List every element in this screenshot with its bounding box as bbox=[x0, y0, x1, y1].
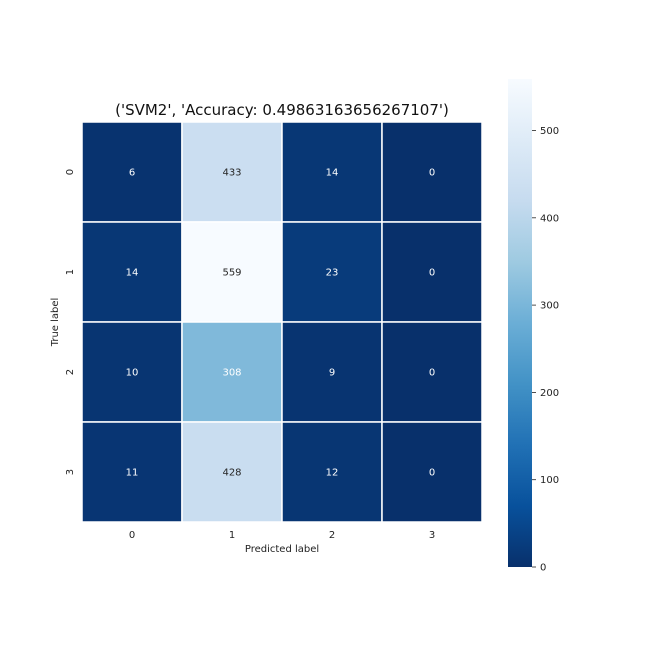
heatmap-cell bbox=[381, 221, 483, 323]
heatmap-cell bbox=[381, 421, 483, 523]
colorbar-tick-label: 0 bbox=[540, 563, 546, 574]
cell-value-label: 308 bbox=[222, 368, 241, 379]
heatmap-cell bbox=[181, 121, 283, 223]
colorbar-tick-label: 400 bbox=[540, 213, 559, 224]
colorbar: 0 100 200 300 400 500 bbox=[508, 79, 559, 574]
colorbar-tick-label: 100 bbox=[540, 475, 559, 486]
x-tick-label: 1 bbox=[229, 530, 235, 541]
cell-value-label: 0 bbox=[429, 268, 435, 279]
x-axis-label: Predicted label bbox=[245, 544, 319, 555]
cell-value-label: 559 bbox=[222, 268, 241, 279]
cell-value-label: 23 bbox=[326, 268, 339, 279]
y-tick-label: 1 bbox=[65, 269, 76, 275]
colorbar-tick-label: 300 bbox=[540, 301, 559, 312]
x-tick-label: 3 bbox=[429, 530, 435, 541]
chart-title: ('SVM2', 'Accuracy: 0.49863163656267107'… bbox=[115, 101, 449, 119]
cell-value-label: 11 bbox=[126, 468, 139, 479]
heatmap-cell bbox=[381, 121, 483, 223]
cell-value-label: 14 bbox=[326, 168, 339, 179]
y-tick-label: 0 bbox=[65, 169, 76, 175]
x-tick-label: 2 bbox=[329, 530, 335, 541]
heatmap-cell bbox=[181, 221, 283, 323]
colorbar-tick-label: 200 bbox=[540, 388, 559, 399]
y-axis-label: True label bbox=[50, 298, 61, 348]
cell-value-label: 0 bbox=[429, 368, 435, 379]
heatmap-cell bbox=[381, 321, 483, 423]
cell-value-label: 0 bbox=[429, 168, 435, 179]
cell-value-label: 14 bbox=[126, 268, 139, 279]
x-tick-label: 0 bbox=[129, 530, 135, 541]
x-tick-labels: 0 1 2 3 bbox=[129, 530, 435, 541]
y-tick-labels: 0 1 2 3 bbox=[65, 169, 76, 475]
heatmap-cell bbox=[281, 121, 383, 223]
cell-value-label: 12 bbox=[326, 468, 339, 479]
heatmap-cell bbox=[181, 421, 283, 523]
heatmap-cell bbox=[81, 421, 183, 523]
cell-value-label: 433 bbox=[222, 168, 241, 179]
heatmap-cells bbox=[81, 121, 483, 523]
cell-value-label: 428 bbox=[222, 468, 241, 479]
heatmap-cell bbox=[81, 121, 183, 223]
heatmap-cell bbox=[181, 321, 283, 423]
y-tick-label: 3 bbox=[65, 469, 76, 475]
cell-value-label: 0 bbox=[429, 468, 435, 479]
cell-value-label: 9 bbox=[329, 368, 335, 379]
cell-value-label: 10 bbox=[126, 368, 139, 379]
colorbar-tick-label: 500 bbox=[540, 126, 559, 137]
colorbar-gradient bbox=[508, 79, 532, 567]
y-tick-label: 2 bbox=[65, 369, 76, 375]
cell-value-label: 6 bbox=[129, 168, 135, 179]
heatmap-cell-labels: 6 433 14 0 14 559 23 0 10 308 9 0 11 428 12 0 bbox=[126, 168, 436, 479]
